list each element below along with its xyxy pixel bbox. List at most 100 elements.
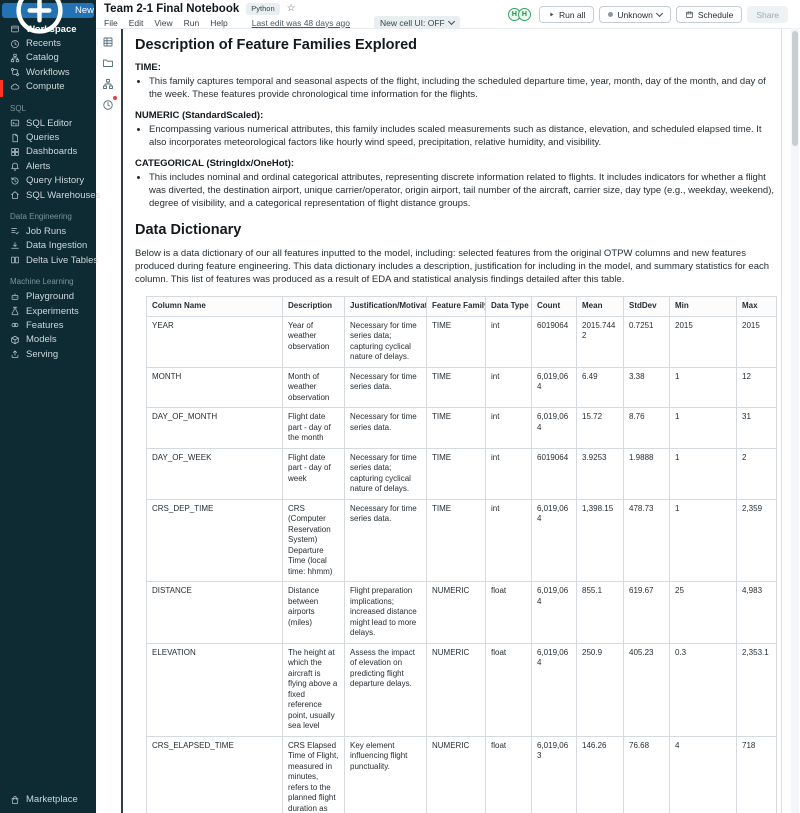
markdown-cell: Description of Feature Families Explored… bbox=[121, 28, 782, 813]
menu-help[interactable]: Help bbox=[210, 17, 228, 28]
notebook-scroll-area[interactable]: Description of Feature Families Explored… bbox=[120, 28, 792, 813]
sidebar-item-job-runs[interactable]: Job Runs bbox=[0, 224, 96, 238]
sidebar-item-features[interactable]: Features bbox=[0, 318, 96, 332]
menu-run[interactable]: Run bbox=[183, 17, 200, 28]
compute-icon bbox=[10, 82, 20, 92]
run-all-button[interactable]: Run all bbox=[538, 6, 595, 23]
sidebar-item-recents[interactable]: Recents bbox=[0, 36, 96, 50]
sidebar-item-sql-warehouses[interactable]: SQL Warehouses bbox=[0, 188, 100, 202]
table-cell: Flight date part - day of week bbox=[282, 447, 345, 500]
new-button-label: New bbox=[74, 5, 94, 16]
table-cell: 6,019,064 bbox=[531, 642, 577, 737]
sidebar-item-models[interactable]: Models bbox=[0, 333, 96, 347]
family-description: This includes nominal and ordinal catego… bbox=[149, 171, 781, 210]
scrollbar-thumb[interactable] bbox=[792, 31, 798, 146]
table-cell: The height at which the aircraft is flyi… bbox=[282, 642, 345, 737]
table-cell: 2015.7442 bbox=[576, 315, 624, 368]
language-badge: Python bbox=[246, 2, 280, 15]
sidebar-section-title: SQL bbox=[10, 103, 27, 113]
column-header-description: Description bbox=[282, 296, 345, 317]
schedule-button[interactable]: Schedule bbox=[675, 6, 743, 23]
share-button[interactable]: Share bbox=[747, 6, 788, 23]
sidebar-item-label: Recents bbox=[26, 38, 61, 50]
table-cell: int bbox=[485, 407, 532, 449]
sidebar-item-sql-editor[interactable]: SQL Editor bbox=[0, 116, 96, 130]
table-cell: 855.1 bbox=[576, 581, 624, 644]
sidebar-item-label: Marketplace bbox=[26, 794, 78, 806]
sidebar-item-serving[interactable]: Serving bbox=[0, 347, 96, 361]
table-cell: CRS (Computer Reservation System) Depart… bbox=[282, 498, 345, 582]
family-description: This family captures temporal and season… bbox=[149, 75, 781, 101]
marketplace-icon bbox=[10, 795, 20, 805]
family-label: TIME: bbox=[135, 62, 161, 73]
table-cell: float bbox=[485, 642, 532, 737]
new-button[interactable]: New bbox=[2, 0, 94, 34]
alerts-icon bbox=[10, 161, 20, 172]
sidebar-item-data-ingestion[interactable]: Data Ingestion bbox=[0, 239, 96, 253]
table-cell: DAY_OF_WEEK bbox=[146, 447, 283, 500]
column-header-feature-family: Feature Family bbox=[426, 296, 486, 317]
table-cell: 146.26 bbox=[576, 735, 624, 813]
new-cell-ui-toggle[interactable]: New cell UI: OFF bbox=[374, 16, 460, 29]
sidebar-item-workspace[interactable]: Workspace bbox=[0, 22, 96, 36]
delta-live-tables-icon bbox=[10, 255, 20, 265]
table-cell: Necessary for time series data; capturin… bbox=[344, 447, 427, 500]
table-cell: 2 bbox=[736, 447, 777, 500]
rail-button-catalog-panel-icon[interactable] bbox=[101, 77, 115, 91]
menu-view[interactable]: View bbox=[154, 17, 173, 28]
table-cell: 250.9 bbox=[576, 642, 624, 737]
table-cell: int bbox=[485, 315, 532, 368]
sidebar-item-label: Delta Live Tables bbox=[26, 254, 99, 266]
table-cell: int bbox=[485, 498, 532, 582]
recents-icon bbox=[10, 39, 20, 49]
calendar-icon bbox=[685, 10, 694, 19]
table-cell: CRS_DEP_TIME bbox=[146, 498, 283, 582]
workspace-icon bbox=[10, 24, 20, 34]
vertical-scrollbar bbox=[791, 28, 799, 813]
sidebar-item-playground[interactable]: Playground bbox=[0, 289, 96, 303]
table-cell: 3.38 bbox=[623, 366, 670, 408]
job-runs-icon bbox=[10, 226, 20, 236]
menu-file[interactable]: File bbox=[104, 17, 118, 28]
rail-button-schedule-panel-icon[interactable] bbox=[101, 96, 117, 112]
menu-edit[interactable]: Edit bbox=[128, 17, 144, 28]
sidebar-item-workflows[interactable]: Workflows bbox=[0, 65, 96, 79]
sidebar-item-label: SQL Editor bbox=[26, 117, 73, 129]
table-cell: float bbox=[485, 735, 532, 813]
table-cell: 2,359 bbox=[736, 498, 777, 582]
rail-button-folder-panel-icon[interactable] bbox=[101, 56, 115, 70]
rail-button-notebook-panel-icon[interactable] bbox=[101, 35, 115, 49]
star-icon[interactable]: ☆ bbox=[286, 2, 296, 14]
data-ingestion-icon bbox=[10, 241, 20, 251]
table-cell: 6,019,064 bbox=[531, 581, 577, 644]
avatar[interactable]: H bbox=[517, 8, 531, 21]
family-label: NUMERIC (StandardScaled): bbox=[135, 110, 264, 121]
sidebar-sections: SQL SQL Editor Queries Dashboards Alerts… bbox=[0, 94, 100, 361]
sidebar-item-catalog[interactable]: Catalog bbox=[0, 51, 96, 65]
sidebar-item-experiments[interactable]: Experiments bbox=[0, 304, 96, 318]
sidebar-item-alerts[interactable]: Alerts bbox=[0, 159, 96, 173]
table-cell: Month of weather observation bbox=[282, 366, 345, 408]
sidebar-item-label: Serving bbox=[26, 348, 59, 360]
sidebar-item-delta-live-tables[interactable]: Delta Live Tables bbox=[0, 253, 99, 267]
sidebar-item-query-history[interactable]: Query History bbox=[0, 174, 96, 188]
sidebar-item-label: Job Runs bbox=[26, 225, 67, 237]
table-cell: 4,983 bbox=[736, 581, 777, 644]
sidebar-item-dashboards[interactable]: Dashboards bbox=[0, 145, 96, 159]
table-cell: Flight preparation implications; increas… bbox=[344, 581, 427, 644]
table-cell: NUMERIC bbox=[426, 735, 486, 813]
table-row: DISTANCE Distance between airports (miles… bbox=[146, 581, 777, 644]
table-cell: 1,398.15 bbox=[576, 498, 624, 582]
sidebar-item-label: Dashboards bbox=[26, 146, 78, 158]
sidebar-item-queries[interactable]: Queries bbox=[0, 130, 96, 144]
notebook-side-rail bbox=[96, 28, 120, 813]
sidebar-item-compute[interactable]: Compute bbox=[0, 80, 96, 94]
cluster-selector[interactable]: Unknown bbox=[599, 6, 671, 23]
last-edit-link[interactable]: Last edit was 48 days ago bbox=[251, 17, 351, 28]
table-cell: 15.72 bbox=[576, 407, 624, 449]
table-cell: 0.3 bbox=[669, 642, 737, 737]
table-cell: 6.49 bbox=[576, 366, 624, 408]
table-cell: 718 bbox=[736, 735, 777, 813]
table-cell: 25 bbox=[669, 581, 737, 644]
sidebar-item-marketplace[interactable]: Marketplace bbox=[0, 793, 96, 807]
